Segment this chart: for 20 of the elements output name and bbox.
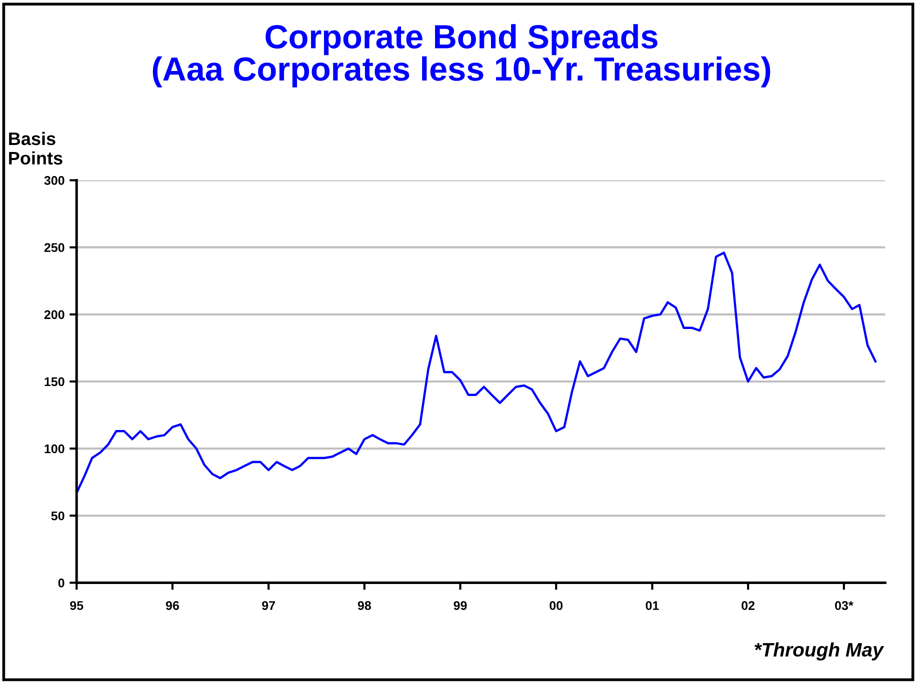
y-tick-label: 0: [58, 578, 64, 588]
x-tick-label: 95: [70, 601, 84, 610]
y-tick-label: 200: [44, 310, 64, 320]
y-axis-title: Basis Points: [9, 132, 62, 165]
x-tick-label: 02: [742, 601, 755, 610]
y-tick-label: 300: [44, 176, 64, 185]
x-tick-label: 99: [454, 601, 467, 610]
x-tick-label: 97: [262, 601, 275, 610]
y-tick-label: 50: [51, 511, 64, 520]
x-tick-label: 96: [166, 601, 179, 610]
chart-title: Corporate Bond Spreads (Aaa Corporates less 10-Yr. Treasuries): [152, 24, 770, 88]
line-series: [76, 252, 877, 494]
x-tick-label: 00: [550, 601, 563, 610]
text: *Through May: [754, 642, 884, 660]
x-tick-label: 01: [646, 601, 659, 610]
y-tick-label: 150: [44, 377, 64, 386]
x-tick-label: 03*: [835, 601, 854, 610]
x-tick-label: 98: [358, 601, 371, 610]
y-tick-label: 250: [44, 243, 64, 252]
y-tick-label: 100: [44, 444, 64, 454]
